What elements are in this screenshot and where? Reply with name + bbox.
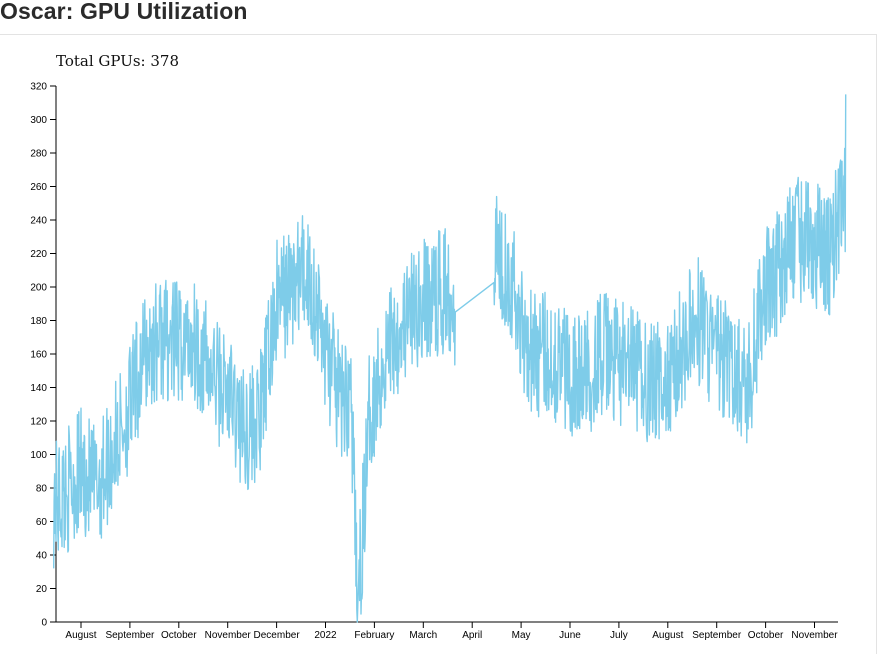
y-tick-label: 20 [36,584,48,595]
x-tick-label: August [65,630,96,641]
x-tick-label: February [354,630,394,641]
x-tick: November [791,622,838,641]
x-tick: September [692,622,742,641]
x-tick-label: December [254,630,301,641]
x-tick-label: April [462,630,482,641]
series-line [53,94,847,623]
y-tick: 140 [30,383,56,394]
y-tick: 100 [30,450,56,461]
y-tick: 180 [30,316,56,327]
y-tick: 80 [36,484,56,495]
y-tick: 220 [30,249,56,260]
y-tick: 160 [30,350,56,361]
y-tick: 120 [30,417,56,428]
y-tick-label: 240 [30,216,47,227]
x-tick-label: 2022 [314,630,337,641]
x-tick: February [354,622,394,641]
y-tick: 0 [41,618,56,629]
x-tick: October [161,622,197,641]
y-tick: 240 [30,216,56,227]
y-tick-label: 140 [30,383,47,394]
y-tick: 20 [36,584,56,595]
y-tick-label: 220 [30,249,47,260]
x-tick-label: June [559,630,581,641]
y-tick: 260 [30,182,56,193]
y-tick-label: 40 [36,551,48,562]
y-tick: 300 [30,115,56,126]
x-tick-label: November [791,630,838,641]
y-axis: 0 20 40 60 80 100 120 140 160 180 200 220 240 260 280 3… [30,82,57,629]
y-tick-label: 300 [30,115,47,126]
page-title: Oscar: GPU Utilization [0,0,248,24]
y-tick: 320 [30,82,56,93]
x-tick: March [409,622,437,641]
x-tick: November [205,622,252,641]
x-tick-label: March [409,630,437,641]
y-tick-label: 160 [30,350,47,361]
y-tick-label: 100 [30,450,47,461]
x-tick: June [559,622,581,641]
x-tick: August [65,622,97,641]
x-tick-label: November [205,630,252,641]
x-tick-label: October [748,630,784,641]
y-tick-label: 280 [30,149,47,160]
x-tick: May [512,622,531,641]
x-tick: September [105,622,155,641]
x-tick-label: September [105,630,155,641]
y-tick: 200 [30,283,56,294]
x-tick: 2022 [314,622,337,641]
y-tick: 280 [30,149,56,160]
y-tick-label: 320 [30,82,47,93]
x-tick-label: October [161,630,197,641]
y-tick-label: 180 [30,316,47,327]
x-tick: April [462,622,482,641]
x-tick: July [610,622,628,641]
y-tick-label: 80 [36,484,48,495]
x-axis: August September October November December 20… [56,621,838,641]
x-tick: October [748,622,784,641]
x-tick-label: September [692,630,742,641]
x-tick-label: July [610,630,628,641]
y-tick-label: 0 [41,618,47,629]
x-tick-label: August [652,630,683,641]
y-tick-label: 260 [30,182,47,193]
y-tick-label: 200 [30,283,47,294]
y-tick-label: 60 [36,517,48,528]
y-tick-label: 120 [30,417,47,428]
total-gpus-label: Total GPUs: 378 [56,52,180,70]
x-tick: December [254,622,301,641]
y-tick: 60 [36,517,56,528]
x-tick-label: May [512,630,531,641]
y-tick: 40 [36,551,56,562]
x-tick: August [652,622,684,641]
chart-panel [0,34,877,654]
